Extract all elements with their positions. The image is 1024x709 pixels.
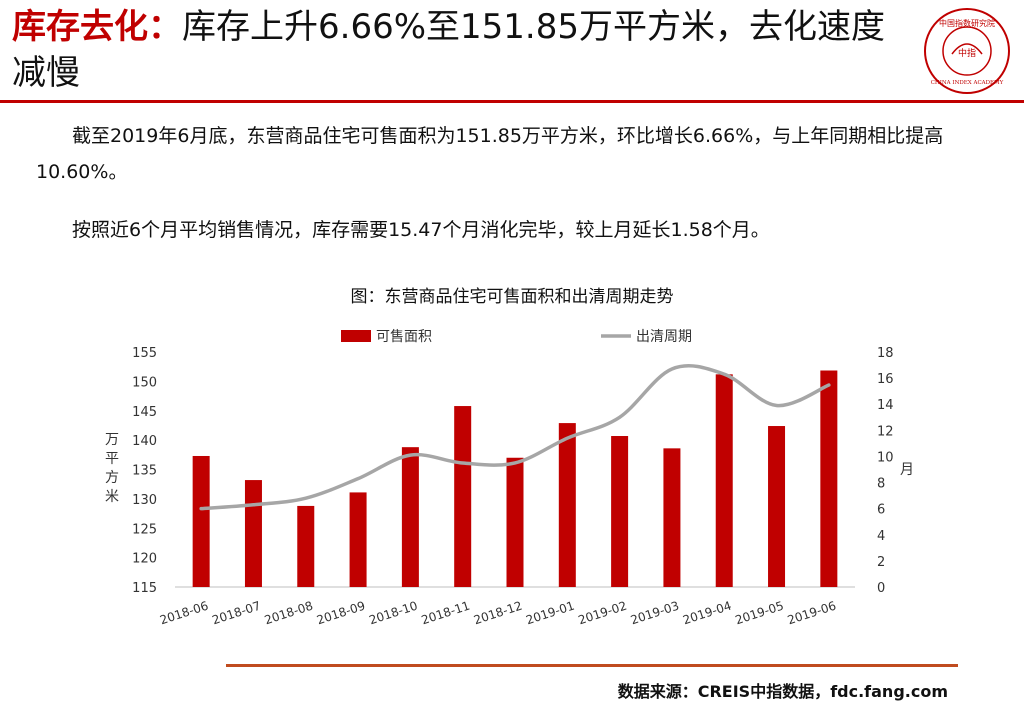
x-tick-label: 2019-03	[629, 599, 681, 628]
y2-tick-label: 2	[877, 555, 885, 570]
y-tick-label: 145	[132, 405, 157, 420]
bar-2019-04	[715, 374, 733, 587]
bar-2018-08	[297, 505, 315, 587]
y-axis-label-char: 米	[105, 489, 119, 505]
x-tick-label: 2019-04	[681, 599, 733, 628]
y-tick-label: 150	[132, 375, 157, 390]
x-tick-label: 2019-06	[786, 599, 838, 628]
bar-2018-07	[244, 480, 262, 587]
x-tick-label: 2019-02	[577, 599, 629, 628]
legend-swatch-bar	[341, 330, 371, 342]
chart-title: 图：东营商品住宅可售面积和出清周期走势	[350, 287, 674, 307]
bar-2018-10	[401, 447, 419, 587]
y2-tick-label: 18	[877, 346, 894, 361]
y2-tick-label: 0	[877, 581, 885, 596]
x-tick-label: 2018-11	[420, 599, 472, 628]
logo-center-text: 中指	[958, 47, 976, 59]
y-axis-label-char: 方	[105, 470, 119, 486]
y2-tick-label: 4	[877, 529, 885, 544]
bar-2019-02	[611, 436, 629, 587]
logo-top-text: 中国指数研究院	[939, 18, 995, 28]
slide-title: 库存去化：库存上升6.66%至151.85万平方米，去化速度减慢	[12, 4, 912, 96]
y2-axis-label: 月	[900, 462, 914, 478]
bar-2019-03	[663, 448, 681, 587]
bar-2018-06	[192, 455, 210, 587]
title-highlight: 库存去化：	[12, 7, 182, 47]
y-axis-label-char: 平	[105, 451, 119, 467]
x-tick-label: 2018-12	[472, 599, 524, 628]
y-tick-label: 125	[132, 522, 157, 537]
china-index-academy-logo: 中国指数研究院 中指 CHINA INDEX ACADEMY	[924, 8, 1010, 94]
bar-2019-05	[768, 426, 786, 587]
y-tick-label: 140	[132, 434, 157, 449]
paragraph-inventory: 截至2019年6月底，东营商品住宅可售面积为151.85万平方米，环比增长6.6…	[36, 125, 944, 183]
y-tick-label: 130	[132, 493, 157, 508]
y-axis-label-char: 万	[105, 432, 119, 448]
y2-tick-label: 12	[877, 424, 894, 439]
line-series-clearance	[199, 364, 831, 511]
logo-bottom-text: CHINA INDEX ACADEMY	[931, 80, 1004, 86]
title-text: 库存上升6.66%至151.85万平方米，去化速度减慢	[12, 7, 885, 93]
bar-2019-01	[558, 423, 576, 587]
y2-tick-label: 6	[877, 503, 885, 518]
x-tick-label: 2018-07	[210, 599, 262, 628]
x-tick-label: 2018-06	[158, 599, 210, 628]
legend-label-line: 出清周期	[636, 329, 692, 345]
x-tick-label: 2018-09	[315, 599, 367, 628]
x-tick-label: 2018-08	[263, 599, 315, 628]
y-tick-label: 135	[132, 464, 157, 479]
y2-tick-label: 14	[877, 398, 894, 413]
y2-tick-label: 10	[877, 450, 894, 465]
footer-divider	[226, 664, 958, 667]
bar-2019-06	[820, 370, 838, 587]
y-tick-label: 115	[132, 581, 157, 596]
bar-2018-09	[349, 492, 367, 587]
bar-2018-12	[506, 457, 524, 587]
y-tick-label: 155	[132, 346, 157, 361]
x-tick-label: 2018-10	[367, 599, 419, 628]
y2-tick-label: 16	[877, 372, 894, 387]
paragraph-clearance: 按照近6个月平均销售情况，库存需要15.47个月消化完毕，较上月延长1.58个月…	[72, 219, 770, 241]
x-tick-label: 2019-05	[733, 599, 785, 628]
y2-tick-label: 8	[877, 477, 885, 492]
data-source: 数据来源：CREIS中指数据，fdc.fang.com	[617, 682, 948, 701]
title-divider	[0, 100, 1024, 103]
x-tick-label: 2019-01	[524, 599, 576, 628]
bar-2018-11	[454, 406, 472, 587]
y-tick-label: 120	[132, 552, 157, 567]
legend-label-bar: 可售面积	[376, 329, 432, 345]
